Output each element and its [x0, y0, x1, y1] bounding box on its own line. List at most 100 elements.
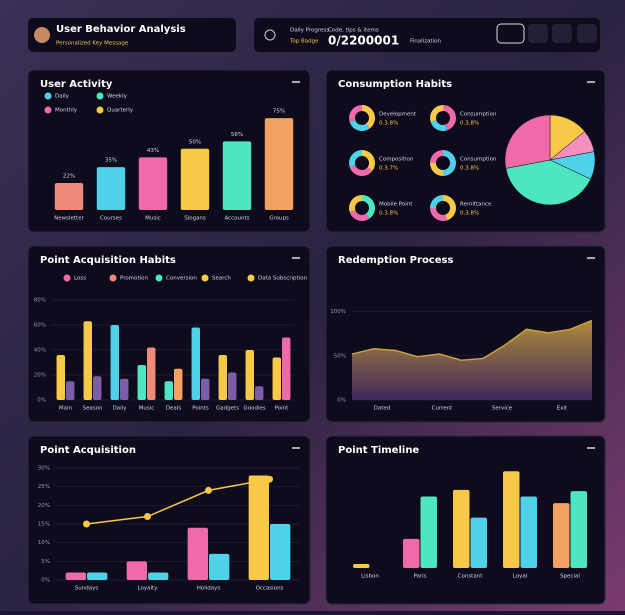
- header-title: User Behavior Analysis: [56, 24, 186, 35]
- donut-value: 0.3.8%: [379, 121, 398, 127]
- stat: Daily Progress: [290, 28, 329, 34]
- x-tick-label: Point: [275, 406, 289, 412]
- legend-swatch: [247, 274, 255, 282]
- line-point: [144, 513, 151, 521]
- legend-swatch: [96, 106, 104, 114]
- donut-segment: [362, 150, 375, 171]
- bar: [222, 141, 252, 210]
- x-tick-label: Loyal: [513, 574, 528, 580]
- stat-value: 0/2200001: [328, 34, 399, 48]
- bar: [120, 378, 129, 400]
- donut-segment: [443, 150, 456, 176]
- donut-value: 0.3.8%: [379, 211, 398, 217]
- bar: [83, 321, 92, 400]
- bar: [174, 368, 183, 400]
- donut-segment: [362, 195, 375, 219]
- x-tick-label: Loyalty: [138, 586, 159, 592]
- x-tick-label: Lisbon: [361, 574, 379, 580]
- donut-value: 0.3.7%: [379, 166, 398, 172]
- bar: [187, 527, 208, 580]
- y-tick-label: 10%: [38, 540, 50, 546]
- legend-swatch: [155, 274, 163, 282]
- bar: [470, 517, 487, 568]
- x-tick-label: Constant: [458, 574, 484, 580]
- x-tick-label: Season: [83, 406, 103, 412]
- bar: [164, 381, 173, 400]
- panel: [27, 435, 311, 605]
- bar: [138, 157, 168, 210]
- stat: Finalization: [410, 39, 442, 45]
- y-tick-label: 15%: [38, 522, 50, 528]
- stat: Top Badge: [289, 39, 319, 45]
- bar: [228, 372, 237, 400]
- y-tick-label: 0%: [337, 398, 346, 404]
- bar: [570, 491, 587, 568]
- bar: [56, 355, 65, 400]
- donut-segment: [430, 150, 443, 163]
- donut-label: Consumption: [460, 112, 497, 118]
- icon-button[interactable]: [528, 24, 548, 43]
- area-line: [351, 319, 593, 362]
- bar: [255, 386, 264, 400]
- bar: [209, 553, 230, 580]
- clock-icon: [264, 29, 276, 41]
- donut-segment: [430, 163, 443, 176]
- icon-button[interactable]: [577, 24, 597, 43]
- bar: [54, 183, 84, 210]
- y-tick-label: 25%: [38, 484, 50, 490]
- donut-label: Development: [379, 112, 417, 118]
- donut-segment: [362, 105, 375, 129]
- x-tick-label: Current: [432, 406, 454, 412]
- y-tick-label: 20%: [34, 373, 46, 379]
- stat: Code, tips & items: [328, 28, 379, 34]
- area: [352, 320, 592, 400]
- x-tick-label: Service: [492, 406, 513, 412]
- bar: [553, 503, 570, 568]
- x-tick-label: Goodies: [243, 406, 265, 412]
- legend-swatch: [44, 106, 52, 114]
- legend-label: Conversion: [166, 276, 197, 282]
- donut-label: Mobile Point: [379, 202, 413, 208]
- bar: [520, 496, 537, 568]
- x-tick-label: Main: [59, 406, 73, 412]
- bar: [403, 538, 420, 568]
- legend-swatch: [44, 92, 52, 100]
- donut-label: Composition: [379, 157, 414, 163]
- pie-slice: [504, 114, 551, 169]
- icon-button[interactable]: [496, 23, 525, 44]
- value-label: 56%: [231, 132, 243, 138]
- bar: [191, 327, 200, 400]
- y-tick-label: 100%: [330, 309, 346, 315]
- donut-segment: [443, 195, 456, 221]
- donut-segment: [430, 120, 448, 131]
- panel-title: Point Acquisition Habits: [40, 255, 176, 266]
- y-tick-label: 0%: [37, 398, 46, 404]
- bar: [245, 350, 254, 400]
- legend-label: Quarterly: [107, 108, 134, 114]
- y-tick-label: 0%: [41, 578, 50, 584]
- legend-label: Weekly: [107, 94, 128, 100]
- legend-label: Search: [212, 276, 231, 282]
- legend-label: Monthly: [55, 108, 78, 114]
- bar: [270, 524, 291, 580]
- donut-label: Consumption: [460, 157, 497, 163]
- value-label: 75%: [273, 109, 285, 115]
- donut-segment: [349, 105, 362, 123]
- x-tick-label: Slogans: [184, 216, 206, 222]
- bar: [503, 471, 520, 568]
- donut-segment: [349, 165, 373, 176]
- x-tick-label: Music: [139, 406, 155, 412]
- pie-slice: [505, 159, 592, 206]
- icon-button[interactable]: [552, 24, 572, 43]
- bar: [66, 381, 75, 400]
- donut-segment: [349, 120, 370, 131]
- x-tick-label: Music: [145, 216, 161, 222]
- donut-value: 0.3.8%: [460, 121, 479, 127]
- bar: [147, 347, 156, 400]
- x-tick-label: Newsletter: [54, 216, 84, 222]
- x-tick-label: Holidays: [197, 586, 221, 592]
- donut-segment: [349, 210, 370, 221]
- x-tick-label: Gadgets: [216, 406, 239, 412]
- x-tick-label: Dated: [374, 406, 391, 412]
